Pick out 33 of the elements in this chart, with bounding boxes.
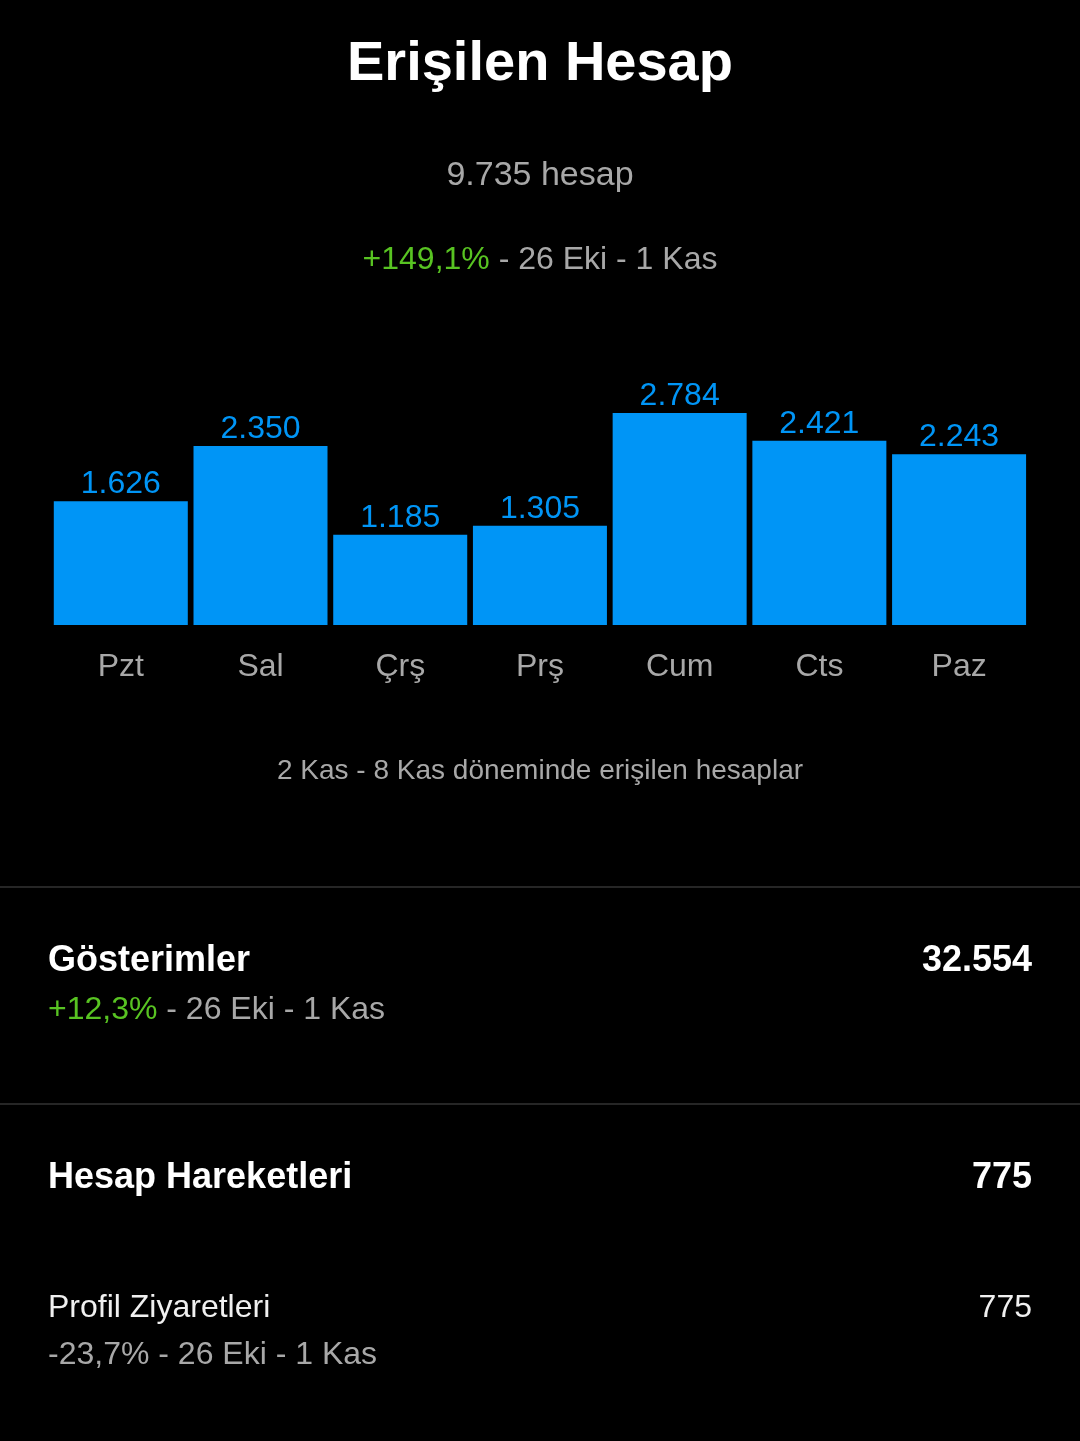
text: Hesap Hareketleri	[48, 1155, 353, 1197]
text: +12,3% - 26 Eki - 1 Kas	[48, 990, 386, 1027]
x-tick-label: Prş	[516, 646, 564, 683]
text: 775	[971, 1155, 1032, 1197]
data-label: 2.243	[919, 417, 1000, 454]
bar	[472, 525, 607, 625]
x-tick-label: Pzt	[97, 646, 145, 683]
x-tick-label: Paz	[931, 646, 987, 683]
bar	[53, 501, 188, 625]
bar	[333, 534, 468, 625]
bar	[612, 413, 747, 625]
x-tick-label: Cum	[645, 646, 714, 683]
chart-title: Erişilen Hesap	[346, 28, 734, 93]
data-label: 2.784	[639, 376, 720, 412]
chart-subtitle: 9.735 hesap	[445, 154, 635, 193]
text: 775	[978, 1288, 1032, 1325]
data-label: 1.626	[80, 464, 161, 501]
x-tick-label: Cts	[795, 646, 844, 683]
bar	[892, 454, 1027, 625]
x-tick-label: Çrş	[375, 646, 426, 683]
text: 32.554	[921, 938, 1032, 980]
data-label: 2.350	[220, 409, 301, 446]
text: 2 Kas - 8 Kas döneminde erişilen hesaplar	[275, 754, 805, 786]
x-tick-label: Sal	[237, 646, 284, 683]
text: Profil Ziyaretleri	[48, 1288, 271, 1325]
text: Gösterimler	[48, 938, 251, 980]
text: +149,1% - 26 Eki - 1 Kas	[361, 240, 719, 277]
data-label: 2.421	[779, 403, 860, 440]
data-label: 1.305	[499, 488, 580, 525]
data-label: 1.185	[360, 497, 441, 534]
text: -23,7% - 26 Eki - 1 Kas	[48, 1335, 378, 1372]
bar	[752, 440, 887, 625]
bar	[193, 446, 328, 625]
